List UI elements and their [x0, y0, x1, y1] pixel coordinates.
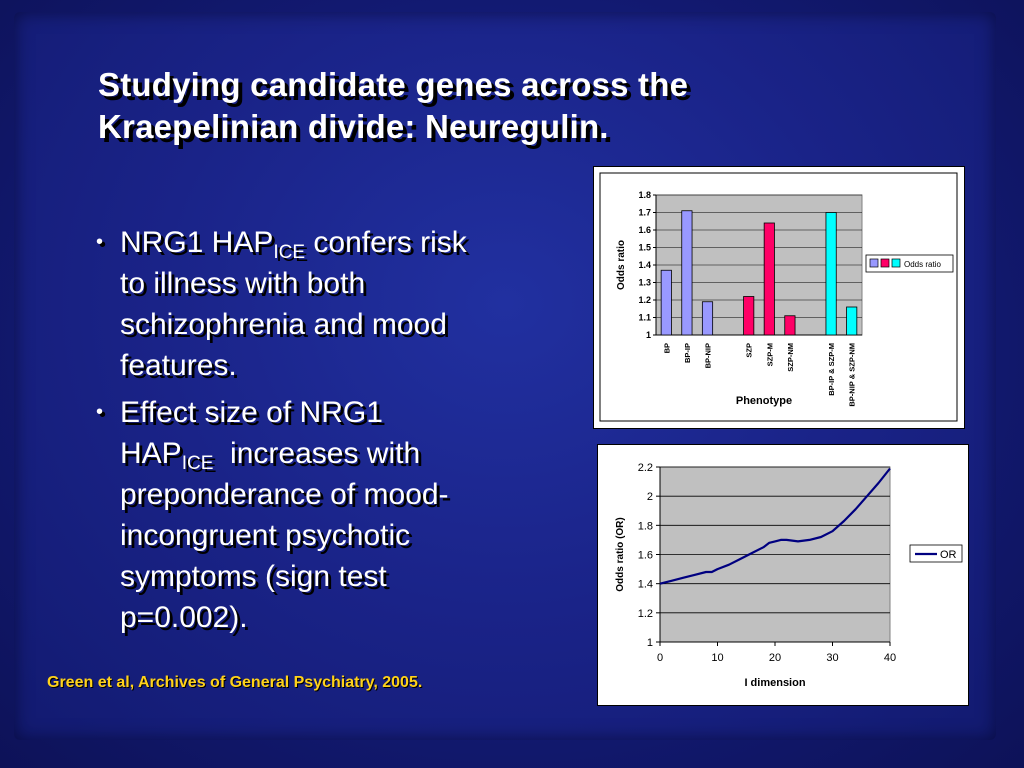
- citation: Green et al, Archives of General Psychia…: [47, 674, 423, 691]
- bullet-2-text-pre: HAP: [120, 437, 182, 470]
- bar-x-axis-title: Phenotype: [736, 395, 792, 407]
- bar-y-tick-label: 1.5: [638, 243, 651, 253]
- bullet-2-line-3: preponderance of mood-: [120, 478, 449, 511]
- bar-y-tick-label: 1.8: [638, 190, 651, 200]
- bar-category-label: BP-IP & SZP-M: [827, 343, 836, 396]
- bullet-1-text-pre: NRG1 HAP: [120, 226, 274, 259]
- line-y-tick-label: 1.6: [638, 550, 653, 562]
- bullet-2-text-rest: increases with: [213, 437, 421, 470]
- line-y-tick-label: 1.8: [638, 520, 653, 532]
- bar-bp-ip: [681, 210, 693, 336]
- bar-chart: 1 1.1 1.2 1.3 1.4 1.5 1.6 1.7 1.8 BP BP-IP BP-NIP SZ…: [599, 172, 958, 422]
- bullet-1-line-3: schizophrenia and mood: [120, 308, 447, 341]
- title-line-2: Kraepelinian divide: Neuregulin.: [98, 108, 609, 145]
- bar-y-tick-label: 1.2: [638, 295, 651, 305]
- line-chart-panel: 1 1.2 1.4 1.6 1.8 2 2.2 0 10 20 30 40 Odds ratio (OR…: [597, 444, 969, 706]
- bar-legend-swatch: [891, 258, 901, 268]
- bullet-item-1: • NRG1 HAPICE confers risk to illness wi…: [92, 222, 562, 386]
- bar-bp-ip-szp-m: [825, 212, 837, 336]
- bar-y-tick-label: 1.7: [638, 208, 651, 218]
- bullet-list: • NRG1 HAPICE confers risk to illness wi…: [92, 222, 562, 644]
- bar-category-label: BP-NIP & SZP-NM: [848, 343, 857, 407]
- bullet-2-subscript: ICE: [181, 453, 214, 474]
- line-x-tick-label: 30: [826, 652, 838, 664]
- bar-szp-m: [763, 222, 775, 336]
- bar-bp-nip-szp-nm: [846, 306, 858, 336]
- line-x-tick-label: 0: [657, 652, 663, 664]
- bullet-2-line-1: Effect size of NRG1: [120, 396, 383, 429]
- bar-szp-nm: [784, 315, 796, 336]
- bullet-1-line-2: to illness with both: [120, 267, 366, 300]
- line-y-tick-label: 2: [647, 491, 653, 503]
- bullet-2-line-5: symptoms (sign test: [120, 560, 387, 593]
- bar-y-tick-label: 1.1: [638, 313, 651, 323]
- bar-y-tick-label: 1.3: [638, 278, 651, 288]
- line-legend-label: OR: [940, 549, 957, 561]
- bar-bp: [660, 269, 672, 336]
- line-y-tick-label: 1: [647, 637, 653, 649]
- bullet-item-2: • Effect size of NRG1 HAPICE increases w…: [92, 392, 562, 638]
- bar-bp-nip: [701, 301, 714, 336]
- bar-y-axis-title: Odds ratio: [616, 240, 627, 290]
- bullet-dot: •: [96, 401, 104, 423]
- bullet-2-line-6: p=0.002).: [120, 601, 248, 634]
- line-x-tick-label: 10: [711, 652, 723, 664]
- slide-title: Studying candidate genes across the Krae…: [98, 64, 878, 148]
- line-x-tick-label: 20: [769, 652, 781, 664]
- line-chart: 1 1.2 1.4 1.6 1.8 2 2.2 0 10 20 30 40 Odds ratio (OR…: [615, 462, 963, 689]
- title-line-1: Studying candidate genes across the: [98, 66, 689, 103]
- bar-category-label: BP-IP: [683, 343, 692, 363]
- bullet-2-line-2: HAPICE increases with: [120, 433, 562, 474]
- bar-chart-panel: 1 1.1 1.2 1.3 1.4 1.5 1.6 1.7 1.8 BP BP-IP BP-NIP SZ…: [593, 166, 965, 429]
- bar-y-tick-label: 1.6: [638, 225, 651, 235]
- line-y-tick-label: 1.4: [638, 579, 653, 591]
- bullet-1-text-rest: confers risk: [305, 226, 467, 259]
- bar-category-label: SZP-NM: [786, 343, 795, 372]
- bullet-dot: •: [96, 231, 104, 253]
- line-x-axis-title: I dimension: [744, 677, 805, 689]
- bullet-2-line-4: incongruent psychotic: [120, 519, 411, 552]
- bar-legend-swatch: [869, 258, 879, 268]
- bar-category-label: BP: [662, 343, 671, 353]
- bullet-1-line-4: features.: [120, 349, 237, 382]
- bar-category-label: BP-NIP: [704, 343, 713, 368]
- line-y-tick-label: 1.2: [638, 608, 653, 620]
- line-y-tick-label: 2.2: [638, 462, 653, 474]
- bar-legend-label: Odds ratio: [904, 260, 941, 269]
- bar-y-tick-label: 1: [646, 330, 651, 340]
- line-y-axis-title: Odds ratio (OR): [615, 517, 626, 591]
- bar-chart-inner-border: [599, 172, 958, 422]
- bar-legend-swatch: [880, 258, 890, 268]
- bar-category-label: SZP-M: [765, 343, 774, 366]
- line-x-tick-label: 40: [884, 652, 896, 664]
- bar-szp: [743, 296, 755, 336]
- bar-y-tick-label: 1.4: [638, 260, 651, 270]
- line-series-or: [659, 467, 891, 585]
- bar-category-label: SZP: [745, 343, 754, 358]
- bullet-1-subscript: ICE: [273, 242, 306, 263]
- bullet-1-line-1: NRG1 HAPICE confers risk: [120, 222, 562, 263]
